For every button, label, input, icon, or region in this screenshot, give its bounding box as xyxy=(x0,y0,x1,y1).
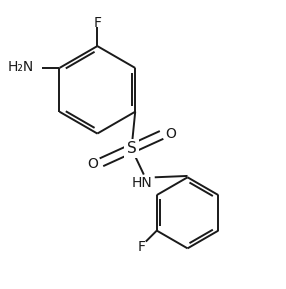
Text: O: O xyxy=(87,157,98,171)
Text: F: F xyxy=(93,16,101,30)
Text: O: O xyxy=(165,127,176,140)
Text: H₂N: H₂N xyxy=(7,60,33,74)
Text: HN: HN xyxy=(132,176,153,190)
Text: F: F xyxy=(138,240,146,254)
Text: S: S xyxy=(127,141,136,156)
